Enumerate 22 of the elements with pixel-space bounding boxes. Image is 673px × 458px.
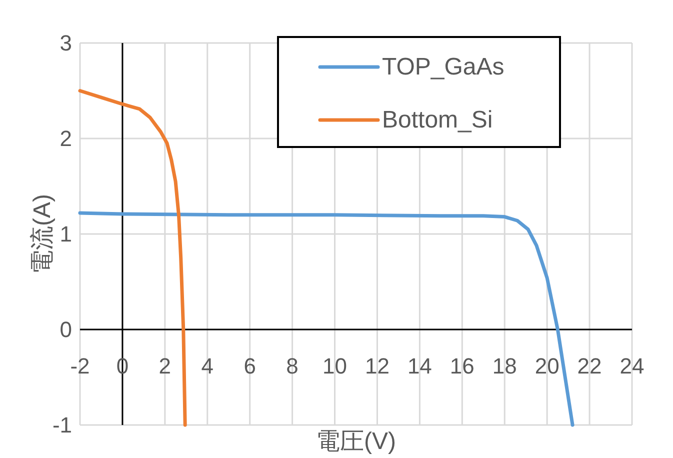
- y-axis-title: 電流(A): [29, 194, 56, 274]
- x-tick-label: 24: [620, 354, 644, 378]
- x-tick-label: -2: [70, 354, 90, 378]
- x-tick-label: 18: [492, 354, 517, 378]
- x-axis-title: 電圧(V): [316, 428, 396, 455]
- y-tick-label: 2: [60, 126, 72, 151]
- legend-label: Bottom_Si: [382, 106, 493, 134]
- x-tick-label: 6: [244, 354, 256, 378]
- x-tick-label: 22: [577, 354, 602, 378]
- y-tick-label: 1: [60, 222, 72, 246]
- x-tick-label: 8: [286, 354, 298, 378]
- y-tick-label: 0: [60, 317, 72, 342]
- y-tick-label: -1: [52, 412, 72, 438]
- x-tick-label: 20: [534, 354, 560, 378]
- x-tick-label: 12: [364, 354, 390, 378]
- x-tick-label: 10: [322, 354, 348, 378]
- y-tick-label: 3: [60, 30, 72, 56]
- x-tick-label: 2: [158, 354, 172, 378]
- legend-label: TOP_GaAs: [382, 54, 504, 80]
- x-tick-label: 16: [450, 354, 474, 378]
- x-tick-label: 14: [407, 354, 432, 378]
- x-tick-label: 4: [201, 354, 214, 378]
